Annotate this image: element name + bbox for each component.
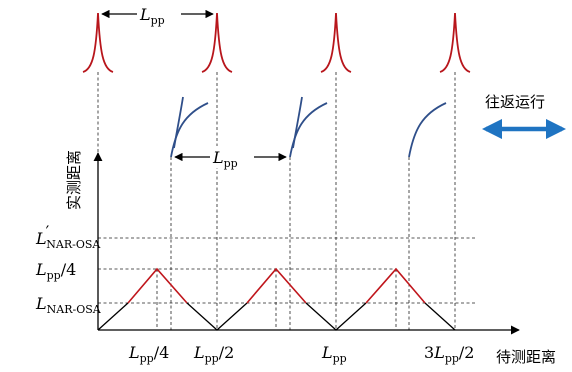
triangle-wave xyxy=(97,267,456,331)
y-tick-l-nar-osa: LNAR-OSA xyxy=(35,294,102,316)
x-tick-lpp-2: Lpp/2 xyxy=(193,343,234,365)
curve-2 xyxy=(289,96,328,158)
x-axis-title: 待测距离 xyxy=(496,348,556,366)
peak-1 xyxy=(82,12,114,73)
motion-label: 往返运行 xyxy=(485,93,545,111)
top-span-label: Lpp xyxy=(139,5,165,27)
y-tick-l-nar-osa-prime: L′ NAR-OSA xyxy=(35,222,101,251)
curve-1 xyxy=(170,96,209,158)
x-tick-3lpp-2: 3Lpp/2 xyxy=(424,343,474,365)
x-tick-lpp-4: Lpp/4 xyxy=(128,343,169,365)
y-tick-lpp-4: Lpp/4 xyxy=(35,260,76,282)
peak-3 xyxy=(320,12,352,73)
x-tick-lpp: Lpp xyxy=(321,343,347,365)
mid-span-label-bg xyxy=(210,146,254,168)
top-span-label-bg xyxy=(137,2,181,24)
y-axis-title: 实测距离 xyxy=(65,150,83,210)
mid-span-label: Lpp xyxy=(212,148,238,170)
peak-4 xyxy=(439,12,471,73)
curve-3 xyxy=(408,102,447,158)
peak-2 xyxy=(201,12,233,73)
